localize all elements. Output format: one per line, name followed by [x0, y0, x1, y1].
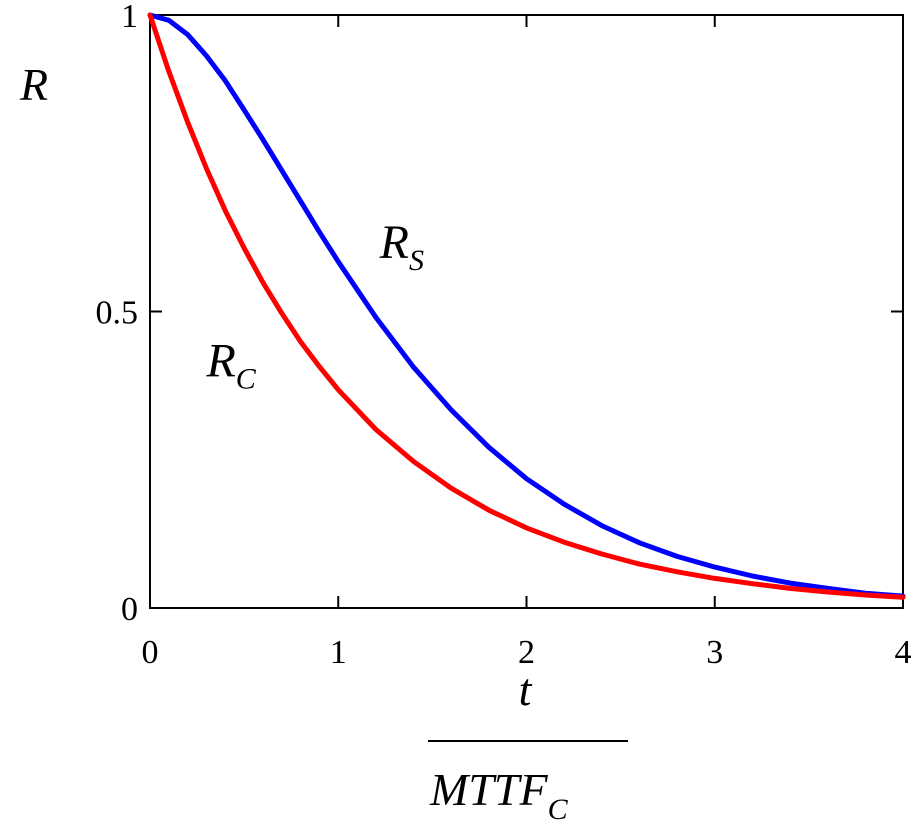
- series-label-sub-0: S: [409, 244, 424, 277]
- x-tick-label-0: 0: [142, 634, 159, 671]
- series-label-sub-1: C: [236, 363, 257, 396]
- tick-marks: [149, 14, 904, 609]
- x-axis-label: t MTTFC: [428, 664, 628, 824]
- x-tick-label-1: 1: [330, 634, 347, 671]
- series-line-rs: [147, 12, 906, 599]
- series-label-main-0: R: [379, 216, 409, 269]
- y-axis-label: R: [19, 59, 48, 110]
- series-layer: [147, 12, 906, 600]
- x-tick-label-2: 2: [518, 634, 535, 671]
- x-axis-label-numerator: t: [519, 664, 533, 715]
- x-axis-label-denominator-main: MTTF: [429, 764, 548, 815]
- series-label-main-1: R: [205, 335, 235, 388]
- x-tick-label-4: 4: [895, 634, 912, 671]
- x-tick-label-3: 3: [706, 634, 723, 671]
- x-axis-label-denominator-sub: C: [548, 793, 569, 824]
- y-tick-label-1: 0.5: [96, 295, 139, 332]
- plot-frame: [149, 14, 904, 609]
- y-tick-label-2: 1: [121, 0, 138, 35]
- series-label-rs: RS: [379, 216, 424, 277]
- series-line-rc: [147, 12, 906, 600]
- tick-labels: 0 1 2 3 4 0 0.5 1: [96, 0, 912, 671]
- series-label-rc: RC: [205, 335, 256, 396]
- y-tick-label-0: 0: [121, 591, 138, 628]
- x-axis-label-denominator: MTTFC: [429, 764, 569, 824]
